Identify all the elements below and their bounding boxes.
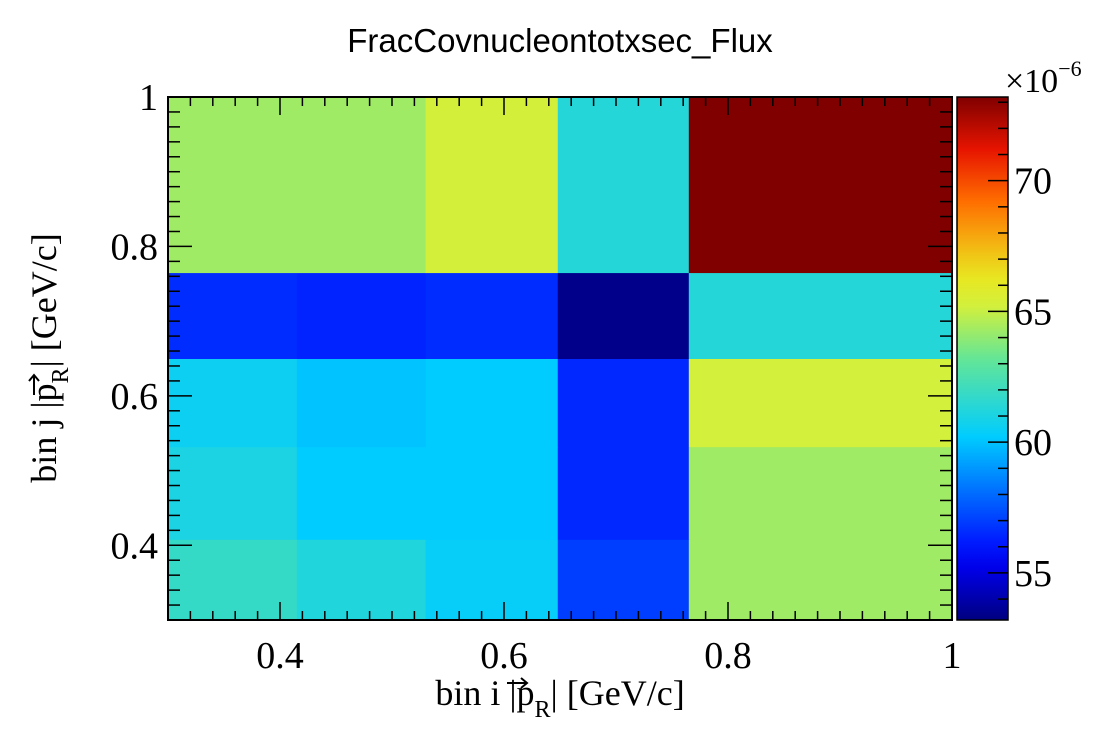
heatmap-cell xyxy=(296,539,427,621)
heatmap-cell xyxy=(168,539,298,621)
y-axis-vector-arrow xyxy=(28,373,40,395)
x-tick-label: 1 xyxy=(943,635,962,677)
x-axis: 0.4 0.6 0.8 1 xyxy=(167,97,962,677)
colorbar-tick-label: 65 xyxy=(1014,291,1052,333)
y-axis-label: bin j |pR| [GeV/c] xyxy=(24,233,74,482)
heatmap-cell xyxy=(168,358,298,448)
heatmap-cell xyxy=(296,272,427,359)
heatmap-cell xyxy=(557,272,690,359)
heatmap-cell xyxy=(557,539,690,621)
colorbar-tick-label: 55 xyxy=(1014,553,1052,595)
heatmap-cell xyxy=(168,97,298,274)
heatmap-cell xyxy=(425,358,559,448)
y-tick-label: 0.6 xyxy=(111,376,159,418)
heatmap-cell xyxy=(425,446,559,540)
heatmap-cell xyxy=(688,446,953,540)
x-axis-vector-arrow xyxy=(507,677,529,689)
heatmap-cell xyxy=(688,358,953,448)
heatmap-cells xyxy=(168,97,953,621)
y-axis: 0.4 0.6 0.8 1 xyxy=(111,77,952,621)
heatmap-cell xyxy=(688,539,953,621)
heatmap-cell xyxy=(296,358,427,448)
heatmap-cell xyxy=(296,446,427,540)
heatmap-cell xyxy=(688,97,953,274)
colorbar: 55 60 65 70 ×10−6 xyxy=(956,56,1082,621)
x-tick-label: 0.6 xyxy=(480,635,528,677)
plot-frame xyxy=(167,96,953,621)
colorbar-gradient xyxy=(956,96,1009,621)
heatmap-cell xyxy=(425,272,559,359)
y-tick-label: 1 xyxy=(139,77,158,119)
heatmap-cell xyxy=(557,358,690,448)
x-tick-label: 0.8 xyxy=(704,635,752,677)
chart-title: FracCovnucleontotxsec_Flux xyxy=(347,22,773,59)
colorbar-multiplier: ×10−6 xyxy=(1005,56,1082,100)
heatmap-cell xyxy=(425,539,559,621)
x-axis-label: bin i |pR| [GeV/c] xyxy=(435,673,684,723)
colorbar-tick-label: 70 xyxy=(1014,161,1052,203)
y-tick-label: 0.4 xyxy=(111,525,159,567)
heatmap-cell xyxy=(425,97,559,274)
heatmap-cell xyxy=(557,97,690,274)
y-tick-label: 0.8 xyxy=(111,226,159,268)
heatmap-cell xyxy=(168,272,298,359)
heatmap-cell xyxy=(557,446,690,540)
heatmap-cell xyxy=(688,272,953,359)
colorbar-axis: 55 60 65 70 xyxy=(988,101,1052,600)
heatmap-cell xyxy=(168,446,298,540)
colorbar-tick-label: 60 xyxy=(1014,422,1052,464)
heatmap-cell xyxy=(296,97,427,274)
x-tick-label: 0.4 xyxy=(256,635,304,677)
